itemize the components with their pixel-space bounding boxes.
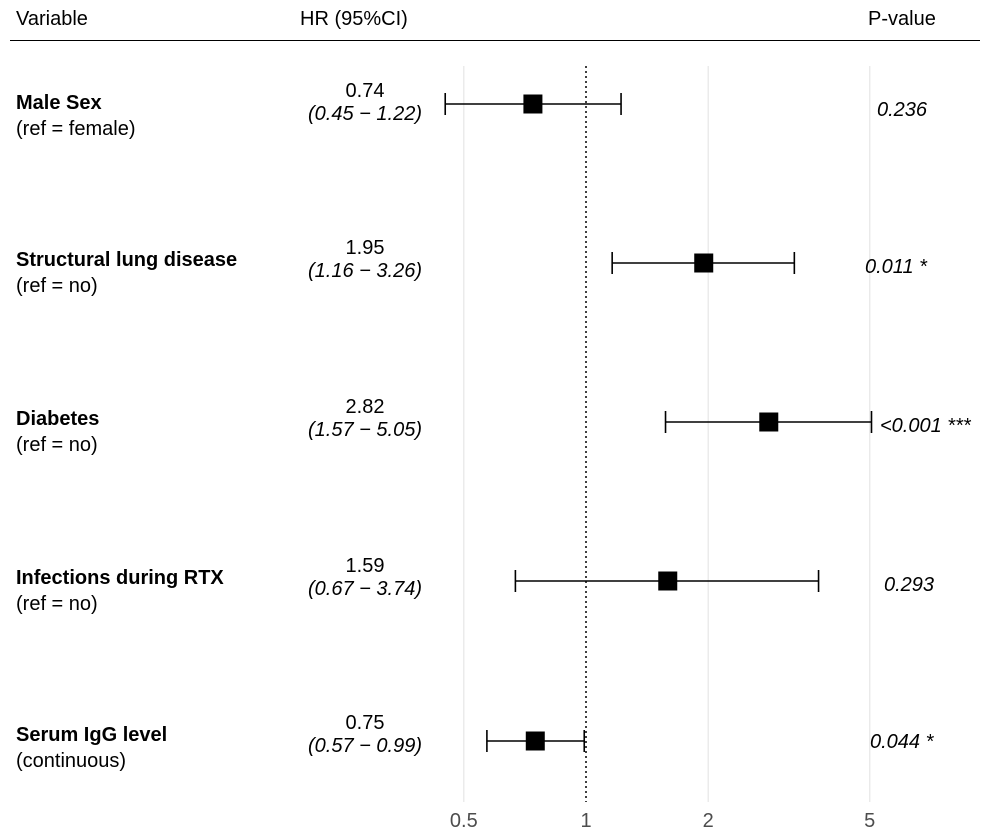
header-rule [10,40,980,41]
hr-estimate: 0.75 [345,712,385,734]
variable-ref: (ref = no) [16,434,98,456]
variable-ref: (ref = no) [16,275,98,297]
hr-point [658,571,678,591]
header-pvalue: P-value [868,8,936,30]
table-row: Male Sex (ref = female) 0.74 (0.45 − 1.2… [0,80,989,150]
hr-ci: (0.45 − 1.22) [308,103,422,125]
p-value: 0.044 * [870,731,934,753]
table-row: Diabetes (ref = no) 2.82 (1.57 − 5.05) <… [0,396,989,466]
header-variable: Variable [16,8,88,30]
table-row: Serum IgG level (continuous) 0.75 (0.57 … [0,712,989,782]
hr-ci: (0.67 − 3.74) [308,578,422,600]
x-tick-label: 5 [864,810,875,831]
header-hr: HR (95%CI) [300,8,408,30]
p-value: <0.001 *** [880,415,971,437]
variable-name: Structural lung disease [16,249,238,271]
hr-ci: (1.16 − 3.26) [308,260,422,282]
hr-estimate: 1.95 [345,237,385,259]
variable-name: Male Sex [16,92,102,114]
table-row: Infections during RTX (ref = no) 1.59 (0… [0,555,989,625]
hr-point [759,412,779,432]
hr-ci: (0.57 − 0.99) [308,735,422,757]
hr-estimate: 0.74 [345,80,385,102]
x-tick-label: 0.5 [450,810,478,831]
x-tick-label: 2 [703,810,714,831]
variable-ref: (ref = female) [16,118,136,140]
p-value: 0.236 [877,99,928,121]
hr-point [523,94,543,114]
hr-point [694,253,714,273]
variable-name: Diabetes [16,408,100,430]
variable-ref: (ref = no) [16,593,98,615]
x-tick-label: 1 [580,810,591,831]
p-value: 0.011 * [865,256,927,278]
variable-ref: (continuous) [16,750,127,772]
hr-estimate: 2.82 [345,396,385,418]
hr-point [525,731,545,751]
hr-ci: (1.57 − 5.05) [308,419,422,441]
variable-name: Infections during RTX [16,567,224,589]
hr-estimate: 1.59 [345,555,385,577]
table-row: Structural lung disease (ref = no) 1.95 … [0,237,989,307]
variable-name: Serum IgG level [16,724,168,746]
p-value: 0.293 [884,574,935,596]
